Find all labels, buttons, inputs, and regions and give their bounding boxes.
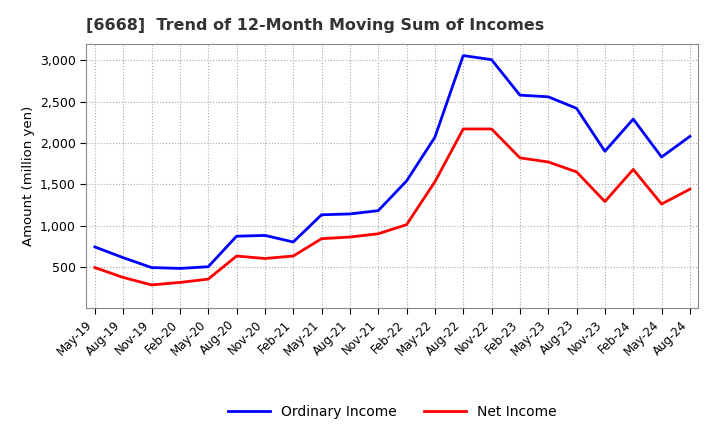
Net Income <box>346 235 354 240</box>
Net Income <box>289 253 297 259</box>
Ordinary Income <box>572 106 581 111</box>
Line: Net Income: Net Income <box>95 129 690 285</box>
Ordinary Income <box>119 255 127 260</box>
Net Income <box>685 187 694 192</box>
Ordinary Income <box>233 234 241 239</box>
Net Income <box>119 275 127 280</box>
Net Income <box>629 167 637 172</box>
Net Income <box>459 126 467 132</box>
Ordinary Income <box>600 149 609 154</box>
Y-axis label: Amount (million yen): Amount (million yen) <box>22 106 35 246</box>
Ordinary Income <box>318 212 326 217</box>
Ordinary Income <box>346 211 354 216</box>
Net Income <box>402 222 411 227</box>
Net Income <box>233 253 241 259</box>
Ordinary Income <box>516 92 524 98</box>
Net Income <box>572 169 581 175</box>
Net Income <box>148 282 156 288</box>
Net Income <box>91 265 99 270</box>
Ordinary Income <box>148 265 156 270</box>
Legend: Ordinary Income, Net Income: Ordinary Income, Net Income <box>222 400 562 425</box>
Ordinary Income <box>261 233 269 238</box>
Net Income <box>431 179 439 184</box>
Net Income <box>516 155 524 161</box>
Ordinary Income <box>402 178 411 183</box>
Net Income <box>318 236 326 241</box>
Ordinary Income <box>204 264 212 269</box>
Net Income <box>544 159 552 165</box>
Ordinary Income <box>374 208 382 213</box>
Ordinary Income <box>487 57 496 62</box>
Net Income <box>657 202 666 207</box>
Net Income <box>487 126 496 132</box>
Ordinary Income <box>685 134 694 139</box>
Ordinary Income <box>657 154 666 160</box>
Net Income <box>204 276 212 282</box>
Ordinary Income <box>459 53 467 58</box>
Ordinary Income <box>289 239 297 245</box>
Text: [6668]  Trend of 12-Month Moving Sum of Incomes: [6668] Trend of 12-Month Moving Sum of I… <box>86 18 544 33</box>
Ordinary Income <box>629 117 637 122</box>
Net Income <box>176 280 184 285</box>
Net Income <box>261 256 269 261</box>
Ordinary Income <box>544 94 552 99</box>
Ordinary Income <box>431 135 439 140</box>
Net Income <box>374 231 382 236</box>
Net Income <box>600 199 609 204</box>
Line: Ordinary Income: Ordinary Income <box>95 55 690 268</box>
Ordinary Income <box>176 266 184 271</box>
Ordinary Income <box>91 244 99 249</box>
